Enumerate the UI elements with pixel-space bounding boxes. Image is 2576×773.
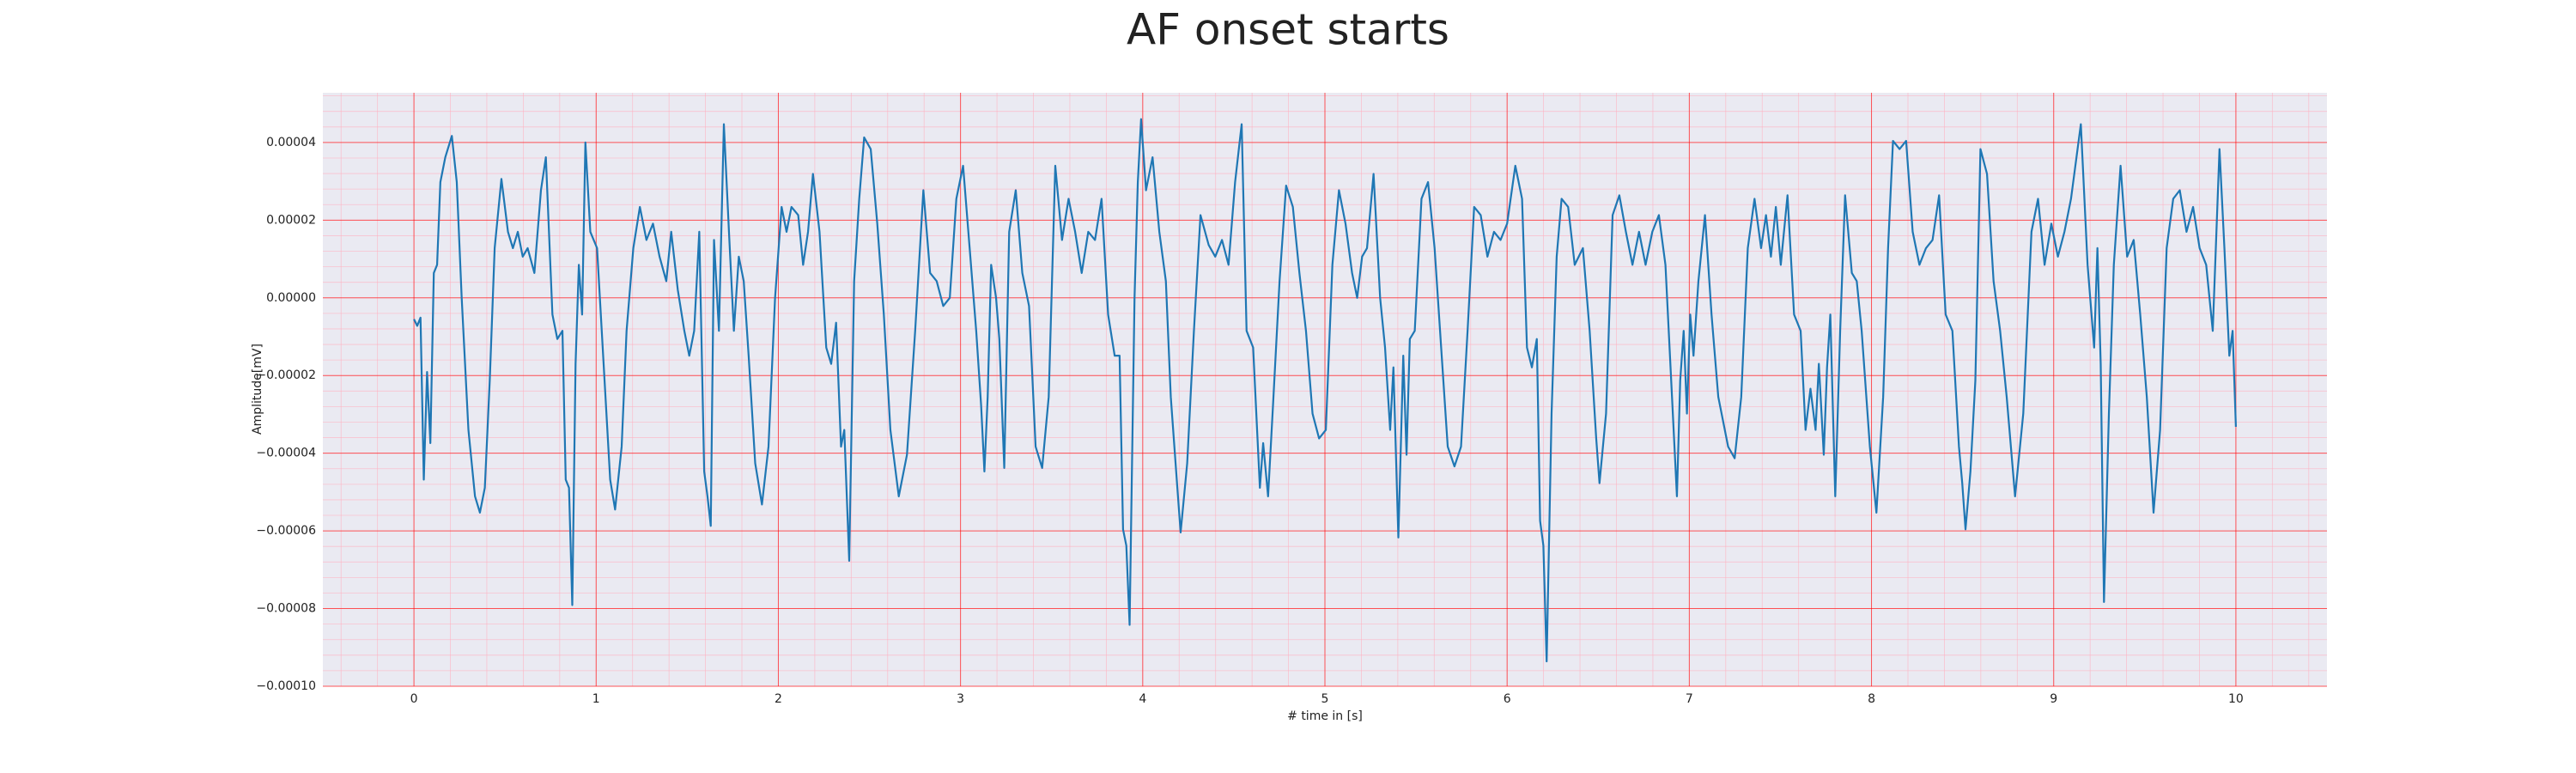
x-tick-label: 8 [1868, 692, 1875, 706]
y-tick-label: 0.00000 [266, 291, 316, 305]
x-tick-label: 10 [2228, 692, 2244, 706]
signal-line [413, 118, 2238, 663]
x-tick-label: 5 [1321, 692, 1329, 706]
y-tick-label: 0.00002 [266, 213, 316, 227]
x-tick-label: 7 [1686, 692, 1693, 706]
y-tick-label: −0.00006 [256, 524, 316, 538]
x-tick-label: 6 [1504, 692, 1511, 706]
x-tick-label: 3 [957, 692, 964, 706]
y-tick-label: −0.00008 [256, 602, 316, 616]
y-axis-label: Amplitude[mV] [251, 344, 264, 435]
chart-title: AF onset starts [1127, 5, 1449, 55]
x-tick-label: 0 [410, 692, 418, 706]
y-tick-label: −0.00002 [256, 368, 316, 382]
x-tick-label: 9 [2050, 692, 2057, 706]
marks [413, 118, 2238, 663]
x-tick-label: 4 [1139, 692, 1146, 706]
y-tick-label: −0.00004 [256, 447, 316, 460]
x-axis-label: # time in [s] [1287, 709, 1363, 723]
y-tick-label: −0.00010 [256, 679, 316, 693]
x-tick-label: 1 [592, 692, 600, 706]
y-tick-label: 0.00004 [266, 136, 316, 149]
grid [323, 93, 2327, 687]
x-tick-label: 2 [775, 692, 782, 706]
